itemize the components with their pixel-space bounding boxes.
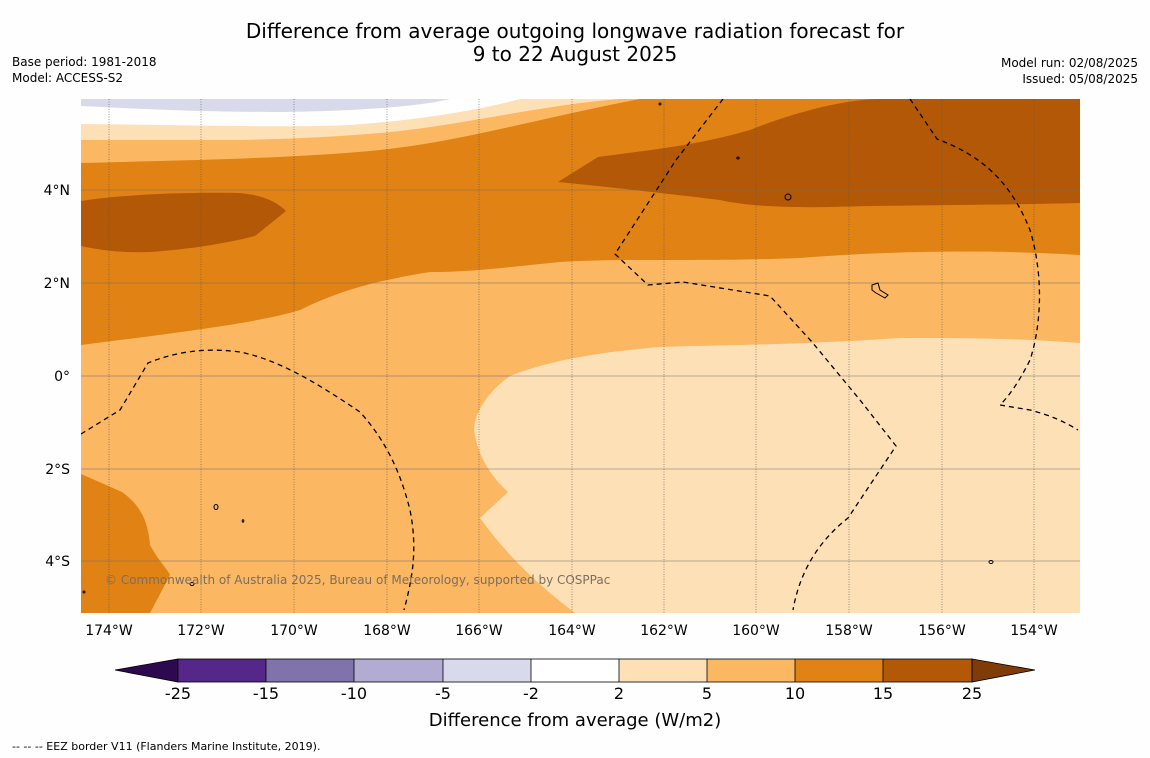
- colorbar-tick-label: -10: [341, 684, 367, 703]
- lat-label: 2°N: [44, 276, 70, 292]
- island: [658, 102, 662, 106]
- copyright-text: © Commonwealth of Australia 2025, Bureau…: [105, 573, 610, 587]
- longitude-labels: 174°W 172°W 170°W 168°W 166°W 164°W 162°…: [85, 623, 1058, 639]
- band-10-to-15-southwest: [81, 474, 170, 613]
- eez-border-west: [81, 349, 415, 611]
- colorbar-arrow-min: [114, 658, 179, 683]
- colorbar-tick-label: 10: [785, 684, 805, 703]
- colorbar-swatch: [795, 659, 883, 682]
- island: [871, 282, 889, 299]
- lat-label: 2°S: [45, 462, 70, 478]
- model-run-text: Model run: 02/08/2025: [1000, 56, 1138, 70]
- colorbar-dividers: [265, 659, 884, 682]
- band-15-to-25-west: [81, 192, 286, 253]
- colorbar-tick-label: -5: [435, 684, 451, 703]
- band-minus2-to-2: [81, 99, 520, 127]
- island: [736, 156, 740, 160]
- meridians: [108, 99, 1035, 613]
- meta-right: Model run: 02/08/2025 Issued: 05/08/2025: [1001, 55, 1138, 87]
- lat-label: 0°: [54, 369, 70, 385]
- colorbar-swatch: [531, 659, 619, 682]
- lat-label: 4°S: [45, 554, 70, 570]
- band-15-to-25-east: [558, 99, 1080, 208]
- colorbar-swatch: [354, 659, 443, 682]
- colorbar-swatch: [707, 659, 795, 682]
- meta-left: Base period: 1981-2018 Model: ACCESS-S2: [12, 54, 157, 86]
- colorbar-swatch: [619, 659, 707, 682]
- island: [241, 519, 245, 523]
- colorbar-swatch: [883, 659, 972, 682]
- colorbar-tick-label: -25: [165, 684, 191, 703]
- colorbar-tick-label: 15: [873, 684, 893, 703]
- chart-title-line1: Difference from average outgoing longwav…: [245, 19, 905, 43]
- model-text: Model: ACCESS-S2: [12, 71, 124, 85]
- issued-text: Issued: 05/08/2025: [1022, 72, 1138, 86]
- eez-border-central: [614, 99, 897, 611]
- colorbar-arrow-max: [971, 658, 1036, 683]
- colorbar-outline: [177, 658, 973, 683]
- eez-footnote: -- -- -- EEZ border V11 (Flanders Marine…: [12, 740, 321, 753]
- lon-label: 154°W: [1010, 623, 1058, 639]
- lon-label: 160°W: [732, 623, 780, 639]
- island: [988, 560, 994, 564]
- colorbar-tick-label: 25: [962, 684, 982, 703]
- band-2-to-5-south: [474, 338, 1080, 613]
- lat-label: 4°N: [44, 183, 70, 199]
- colorbar-swatch: [178, 659, 266, 682]
- lon-label: 170°W: [270, 623, 318, 639]
- latitude-labels: 4°N 2°N 0° 2°S 4°S: [44, 183, 71, 570]
- island: [213, 504, 219, 510]
- lon-label: 172°W: [177, 623, 225, 639]
- colorbar-swatch: [443, 659, 531, 682]
- colorbar-ticks: -25 -15 -10 -5 -2 2 5 10 15 25: [165, 684, 982, 703]
- lon-label: 156°W: [918, 623, 966, 639]
- colorbar: -25 -15 -10 -5 -2 2 5 10 15 25 Differenc…: [114, 658, 1036, 731]
- base-period-text: Base period: 1981-2018: [12, 55, 157, 69]
- map-plot-area: © Commonwealth of Australia 2025, Bureau…: [81, 99, 1080, 613]
- chart-title-line2: 9 to 22 August 2025: [472, 42, 678, 66]
- island: [189, 582, 195, 586]
- lon-label: 168°W: [363, 623, 411, 639]
- colorbar-swatch: [266, 659, 354, 682]
- lon-label: 158°W: [825, 623, 873, 639]
- eez-borders: [81, 99, 1079, 611]
- colorbar-tick-label: 2: [614, 684, 624, 703]
- colorbar-tick-label: 5: [702, 684, 712, 703]
- gridlines: [81, 189, 1080, 562]
- colorbar-tick-label: -15: [253, 684, 279, 703]
- colorbar-title: Difference from average (W/m2): [429, 710, 721, 731]
- lon-label: 162°W: [640, 623, 688, 639]
- lon-label: 166°W: [455, 623, 503, 639]
- island: [784, 193, 792, 201]
- lon-label: 174°W: [85, 623, 133, 639]
- band-minus5-to-minus2: [81, 99, 450, 112]
- lon-label: 164°W: [548, 623, 596, 639]
- islands: [82, 102, 994, 594]
- colorbar-tick-label: -2: [523, 684, 539, 703]
- island: [82, 590, 86, 594]
